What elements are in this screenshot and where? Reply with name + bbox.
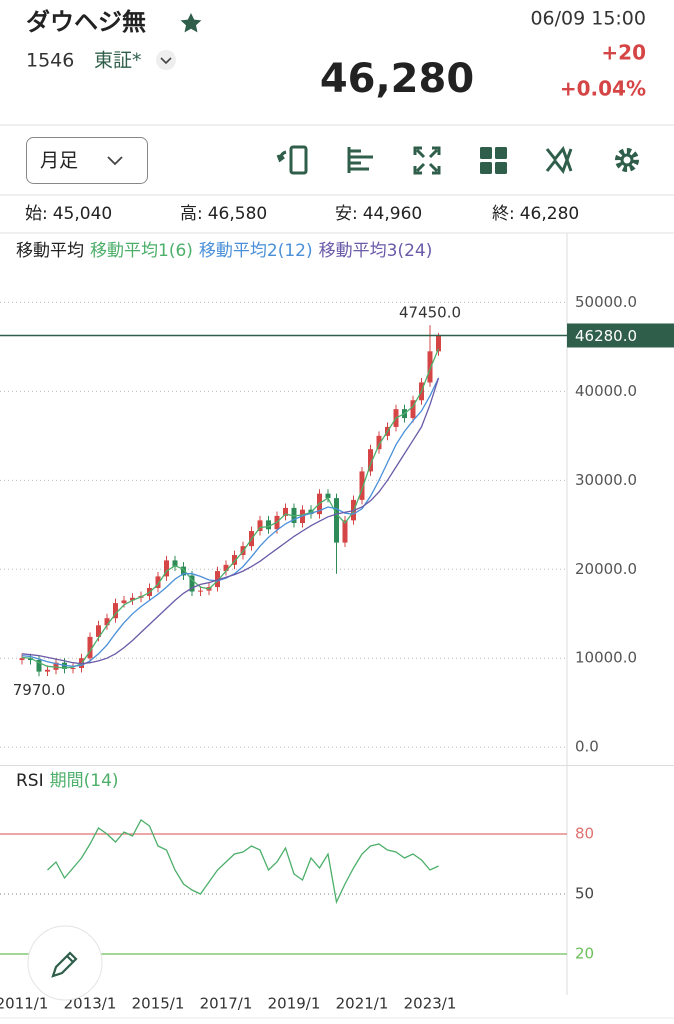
x-tick-label: 2013/1: [64, 995, 117, 1013]
last-price-box: [567, 323, 674, 348]
layout-button[interactable]: [480, 147, 507, 174]
candle-body: [87, 636, 93, 659]
compare-button[interactable]: [545, 145, 573, 175]
y-tick-label: 40000.0: [575, 382, 637, 400]
y-tick-label: 0.0: [575, 738, 599, 756]
datetime: 06/09 15:00: [530, 8, 646, 30]
candle-body: [257, 520, 263, 532]
ohlc-label: 安:: [335, 204, 358, 224]
y-tick-label: 10000.0: [575, 649, 637, 667]
ohlc-label: 終:: [492, 204, 515, 224]
candle-body: [113, 603, 118, 619]
y-tick-label: 80: [575, 825, 594, 843]
candle-body: [130, 597, 135, 601]
favorite-star[interactable]: [180, 13, 202, 33]
fullscreen-button[interactable]: [413, 146, 441, 175]
candle-body: [28, 658, 33, 661]
extreme-label: 47450.0: [399, 304, 461, 322]
candle-body: [283, 507, 288, 516]
code: 1546: [26, 50, 74, 72]
plot-area: 0.0 10000.0 20000.0 30000.0 40000.0 50000.0 移動…: [0, 241, 674, 1013]
candle-body: [53, 662, 59, 670]
series-line: [47, 819, 439, 905]
period-select[interactable]: 月足: [26, 137, 148, 184]
ohlc-value: 44,960: [363, 204, 422, 224]
edit-button[interactable]: [27, 925, 103, 1001]
change: +20: [601, 41, 646, 65]
y-tick-label: 50000.0: [575, 293, 637, 311]
series-line: [21, 377, 440, 667]
candle-body: [334, 498, 339, 543]
legend-entry: 移動平均1(6): [90, 241, 193, 261]
period: 月足: [40, 150, 78, 172]
candle-body: [45, 669, 50, 672]
legend-title: 移動平均: [16, 241, 84, 261]
extreme-label: 7970.0: [13, 681, 66, 699]
series-line: [21, 377, 440, 665]
legend-entry: 移動平均3(24): [319, 241, 433, 261]
ohlc-row: 始: 45,040 高: 46,580 安: 44,960 終: 46,280: [25, 204, 579, 224]
candle-body: [198, 590, 203, 592]
x-tick-label: 2019/1: [268, 995, 321, 1013]
candle-body: [121, 600, 127, 604]
x-tick-label: 2023/1: [404, 995, 457, 1013]
candle-body: [19, 658, 25, 661]
candle-body: [181, 566, 186, 576]
x-tick-label: 2011/1: [0, 995, 48, 1013]
x-tick-label: 2015/1: [132, 995, 185, 1013]
candle-body: [368, 449, 373, 472]
rotate-button[interactable]: [276, 145, 308, 175]
candle-body: [232, 555, 237, 565]
legend-title: RSI: [16, 771, 44, 791]
candle-body: [36, 660, 42, 672]
legend-entry: 移動平均2(12): [199, 241, 313, 261]
candle-body: [266, 520, 271, 530]
market: 東証*: [94, 50, 142, 72]
change-pct: +0.04%: [560, 77, 646, 101]
candle-body: [325, 493, 331, 499]
legend-entry: 期間(14): [50, 771, 119, 791]
x-tick-label: 2021/1: [336, 995, 389, 1013]
ohlc-value: 46,580: [208, 204, 267, 224]
candle-body: [376, 435, 382, 450]
candle-body: [436, 335, 441, 352]
candle-body: [342, 520, 348, 543]
candle-body: [104, 618, 110, 626]
candle-body: [96, 625, 101, 637]
candle-body: [223, 564, 229, 572]
ohlc-label: 始:: [25, 204, 48, 224]
candle-body: [359, 471, 365, 500]
y-tick-label: 20000.0: [575, 560, 637, 578]
toolbar-icons: [276, 145, 639, 175]
title: ダウヘジ無: [26, 8, 146, 36]
ohlc-value: 46,280: [520, 204, 579, 224]
y-tick-label: 30000.0: [575, 471, 637, 489]
market-dropdown[interactable]: [156, 50, 176, 70]
y-tick-label: 20: [575, 945, 594, 963]
indicator-button[interactable]: [347, 147, 373, 173]
candle-body: [189, 575, 195, 592]
candle-body: [410, 400, 416, 419]
candle-body: [172, 560, 178, 567]
candle-body: [70, 668, 76, 670]
last-price-label: 46280.0: [575, 327, 637, 345]
series-line: [21, 348, 440, 669]
x-tick-label: 2017/1: [200, 995, 253, 1013]
candle-body: [164, 560, 169, 577]
ohlc-value: 45,040: [53, 204, 112, 224]
ohlc-label: 高:: [180, 204, 203, 224]
candle-body: [427, 351, 433, 383]
price: 46,280: [320, 56, 474, 102]
y-tick-label: 50: [575, 885, 594, 903]
candle-body: [215, 571, 220, 588]
candle-body: [155, 576, 161, 588]
settings-button[interactable]: [615, 148, 639, 172]
